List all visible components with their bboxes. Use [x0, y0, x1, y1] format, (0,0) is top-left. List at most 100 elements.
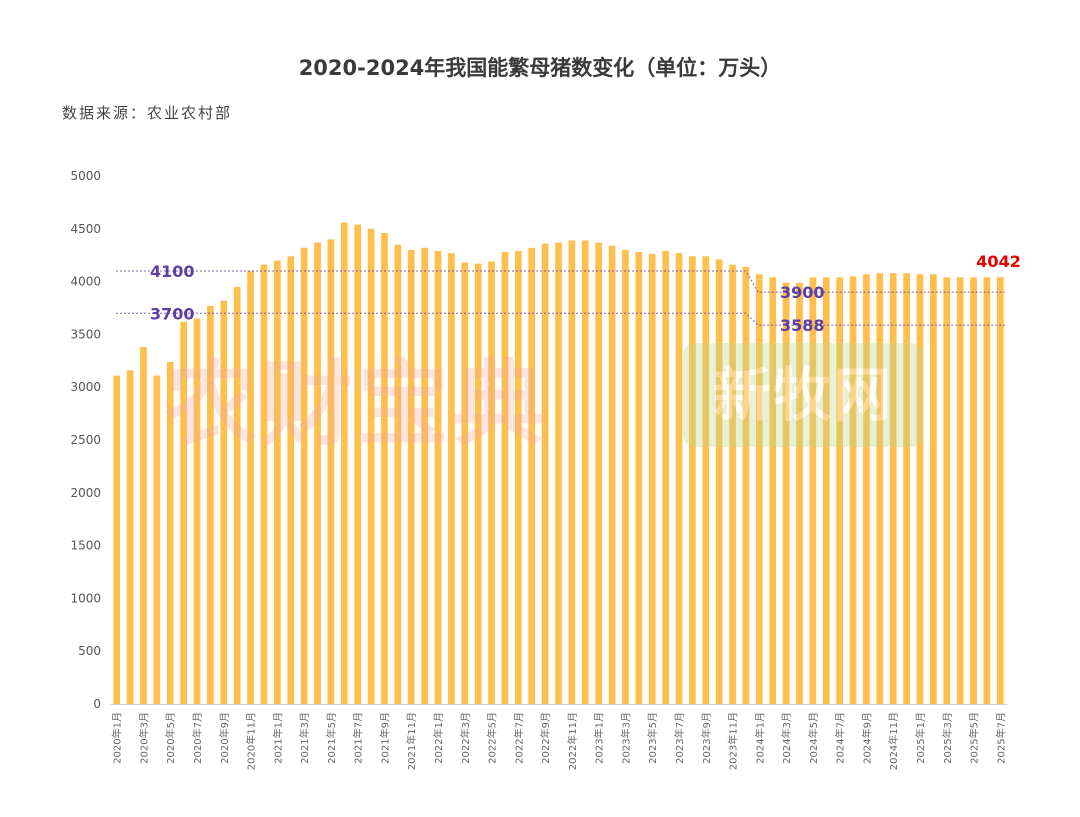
bar [126, 370, 134, 704]
bar [488, 261, 495, 704]
bar [702, 256, 710, 704]
reference-label: 3588 [780, 316, 825, 335]
bar [996, 277, 1004, 704]
x-tick-label: 2025年5月 [968, 712, 981, 764]
x-tick-label: 2023年11月 [727, 712, 740, 770]
bar [863, 274, 870, 704]
bar [381, 233, 388, 705]
bar [555, 242, 562, 704]
bar [930, 274, 937, 704]
bar [260, 264, 268, 704]
chart-title: 2020-2024年我国能繁母猪数变化（单位：万头） [298, 56, 782, 80]
bar [514, 250, 522, 704]
bar [113, 375, 121, 704]
bar [689, 256, 696, 704]
bar [314, 242, 321, 704]
reference-label: 4100 [150, 262, 195, 281]
bar [233, 286, 241, 704]
bar [648, 254, 656, 705]
bar [287, 256, 295, 704]
x-tick-label: 2022年7月 [512, 712, 525, 764]
x-tick-label: 2023年3月 [619, 712, 632, 764]
bar [300, 247, 308, 705]
x-tick-label: 2021年3月 [298, 712, 311, 764]
y-tick-label: 4000 [70, 275, 101, 289]
x-tick-label: 2022年11月 [566, 712, 579, 770]
x-tick-label: 2024年5月 [807, 712, 820, 764]
x-tick-label: 2025年1月 [914, 712, 927, 764]
bar [461, 262, 469, 704]
reference-label: 3900 [780, 283, 825, 302]
y-tick-label: 2500 [70, 433, 101, 447]
bar [501, 252, 509, 705]
y-tick-label: 500 [78, 644, 101, 658]
bar [755, 274, 763, 704]
bar [193, 318, 201, 704]
x-tick-label: 2021年5月 [325, 712, 338, 764]
y-tick-label: 3500 [70, 327, 101, 341]
x-tick-label: 2023年7月 [673, 712, 686, 764]
x-tick-label: 2021年11月 [405, 712, 418, 770]
y-tick-label: 2000 [70, 486, 101, 500]
bar [568, 240, 576, 704]
y-tick-label: 1000 [70, 591, 101, 605]
data-source: 数据来源：农业农村部 [62, 104, 233, 122]
x-tick-label: 2023年5月 [646, 712, 659, 764]
bar [367, 228, 375, 705]
bar [782, 282, 790, 704]
bar [849, 276, 857, 704]
bar [769, 277, 777, 704]
last-value-label: 4042 [976, 252, 1021, 271]
bar [407, 249, 415, 705]
bar [983, 277, 991, 704]
bar [889, 273, 897, 704]
y-tick-label: 3000 [70, 380, 101, 394]
x-tick-label: 2024年9月 [860, 712, 873, 764]
bar [916, 274, 924, 704]
reference-label: 3700 [150, 304, 195, 323]
x-tick-label: 2020年9月 [218, 712, 231, 764]
bar [247, 271, 254, 704]
x-tick-label: 2022年9月 [539, 712, 552, 764]
bar [394, 244, 402, 704]
y-tick-label: 4500 [70, 222, 101, 236]
x-tick-label: 2024年7月 [834, 712, 847, 764]
bar [448, 253, 455, 704]
x-tick-label: 2020年11月 [245, 712, 258, 770]
x-tick-label: 2021年1月 [271, 712, 284, 764]
y-tick-label: 5000 [70, 169, 101, 183]
bar [595, 242, 603, 704]
bar [970, 277, 977, 704]
bar [474, 263, 482, 704]
bar [180, 321, 187, 704]
bar [809, 277, 817, 704]
bar [340, 222, 348, 705]
bar [541, 243, 549, 705]
bar [166, 361, 174, 704]
bar [635, 252, 643, 705]
x-tick-label: 2021年7月 [352, 712, 365, 764]
bar [274, 260, 281, 704]
bar [903, 273, 910, 704]
y-tick-label: 1500 [70, 539, 101, 553]
reference-line-upper [116, 270, 1005, 293]
bar [943, 277, 951, 704]
bar [715, 259, 723, 704]
bar [421, 247, 428, 705]
bar [956, 277, 964, 704]
x-tick-label: 2021年9月 [378, 712, 391, 764]
y-tick-label: 0 [93, 697, 101, 711]
bar [220, 300, 228, 704]
bar [622, 249, 629, 705]
x-tick-label: 2022年5月 [486, 712, 499, 764]
x-tick-label: 2023年9月 [700, 712, 713, 764]
bar [836, 277, 843, 704]
x-tick-label: 2024年1月 [753, 712, 766, 764]
x-tick-label: 2024年11月 [887, 712, 900, 770]
x-tick-label: 2020年3月 [137, 712, 150, 764]
x-tick-label: 2022年3月 [459, 712, 472, 764]
bar [662, 250, 669, 704]
x-tick-label: 2022年1月 [432, 712, 445, 764]
bar [876, 273, 884, 704]
x-tick-label: 2025年7月 [994, 712, 1007, 764]
